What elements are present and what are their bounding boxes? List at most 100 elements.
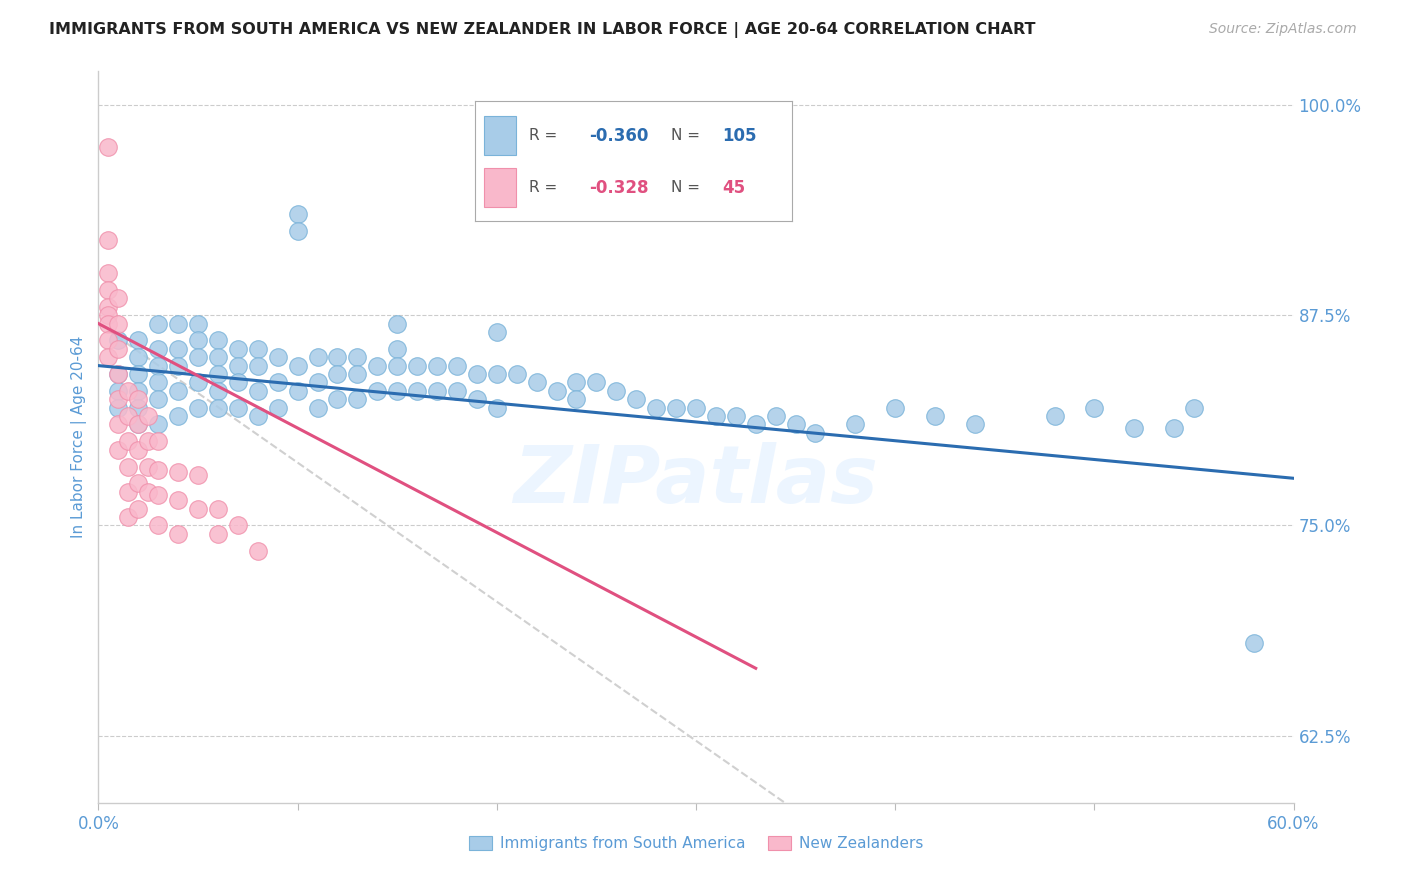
Point (585, 376, 607, 390)
Point (117, 510, 139, 524)
Point (326, 367, 349, 381)
Point (97, 334, 120, 348)
Point (485, 325, 508, 339)
Point (246, 342, 269, 356)
Point (565, 392, 588, 407)
Point (148, 359, 170, 373)
Point (366, 384, 388, 398)
Point (307, 401, 329, 415)
Point (167, 317, 190, 331)
Point (187, 317, 209, 331)
Point (97, 350, 120, 364)
Point (426, 359, 449, 373)
Point (117, 459, 139, 474)
Point (346, 350, 368, 364)
Point (107, 401, 129, 415)
Point (385, 359, 409, 373)
Point (107, 442, 129, 457)
Point (844, 417, 866, 432)
Point (246, 359, 269, 373)
Point (127, 442, 149, 457)
Point (148, 317, 170, 331)
Point (1083, 401, 1105, 415)
Point (127, 401, 149, 415)
Point (385, 384, 409, 398)
Point (1243, 636, 1265, 650)
Point (426, 384, 449, 398)
Point (148, 434, 170, 449)
Point (97, 266, 120, 280)
Point (167, 384, 190, 398)
Point (1123, 421, 1146, 435)
Point (136, 409, 159, 423)
Point (884, 401, 907, 415)
Point (465, 392, 488, 407)
Point (136, 459, 159, 474)
Point (207, 526, 229, 541)
Point (136, 484, 159, 499)
Point (366, 359, 388, 373)
Point (207, 367, 229, 381)
Point (326, 392, 349, 407)
Point (167, 465, 190, 479)
Point (107, 367, 129, 381)
Point (704, 409, 727, 423)
Point (127, 384, 149, 398)
Point (226, 518, 249, 533)
Point (167, 409, 190, 423)
Point (107, 392, 129, 407)
Point (665, 401, 688, 415)
Point (187, 350, 209, 364)
Point (267, 350, 290, 364)
Point (97, 233, 120, 247)
Point (187, 376, 209, 390)
Point (246, 384, 269, 398)
Point (506, 367, 529, 381)
Point (107, 291, 129, 305)
Point (446, 384, 468, 398)
Point (127, 476, 149, 491)
Point (207, 350, 229, 364)
Point (246, 409, 269, 423)
Point (148, 463, 170, 477)
Point (97, 140, 120, 154)
Point (226, 376, 249, 390)
Point (804, 425, 827, 440)
Point (526, 376, 548, 390)
Point (346, 392, 368, 407)
Point (167, 493, 190, 508)
Point (1043, 409, 1066, 423)
Point (107, 384, 129, 398)
Point (107, 334, 129, 348)
Point (385, 342, 409, 356)
Point (117, 434, 139, 449)
Point (127, 334, 149, 348)
Point (626, 392, 648, 407)
Point (117, 409, 139, 423)
Point (605, 384, 627, 398)
Point (785, 417, 807, 432)
Point (107, 417, 129, 432)
Point (167, 526, 190, 541)
Point (267, 401, 290, 415)
Point (287, 224, 309, 238)
Point (565, 376, 588, 390)
Point (127, 417, 149, 432)
Point (685, 401, 707, 415)
Point (207, 501, 229, 516)
Point (187, 501, 209, 516)
Point (963, 417, 986, 432)
Point (107, 367, 129, 381)
Point (127, 350, 149, 364)
Point (226, 401, 249, 415)
Point (226, 359, 249, 373)
Point (97, 283, 120, 297)
Point (207, 401, 229, 415)
Point (307, 376, 329, 390)
Point (107, 317, 129, 331)
Point (465, 367, 488, 381)
Point (136, 434, 159, 449)
Point (446, 359, 468, 373)
Point (107, 342, 129, 356)
Point (546, 384, 568, 398)
